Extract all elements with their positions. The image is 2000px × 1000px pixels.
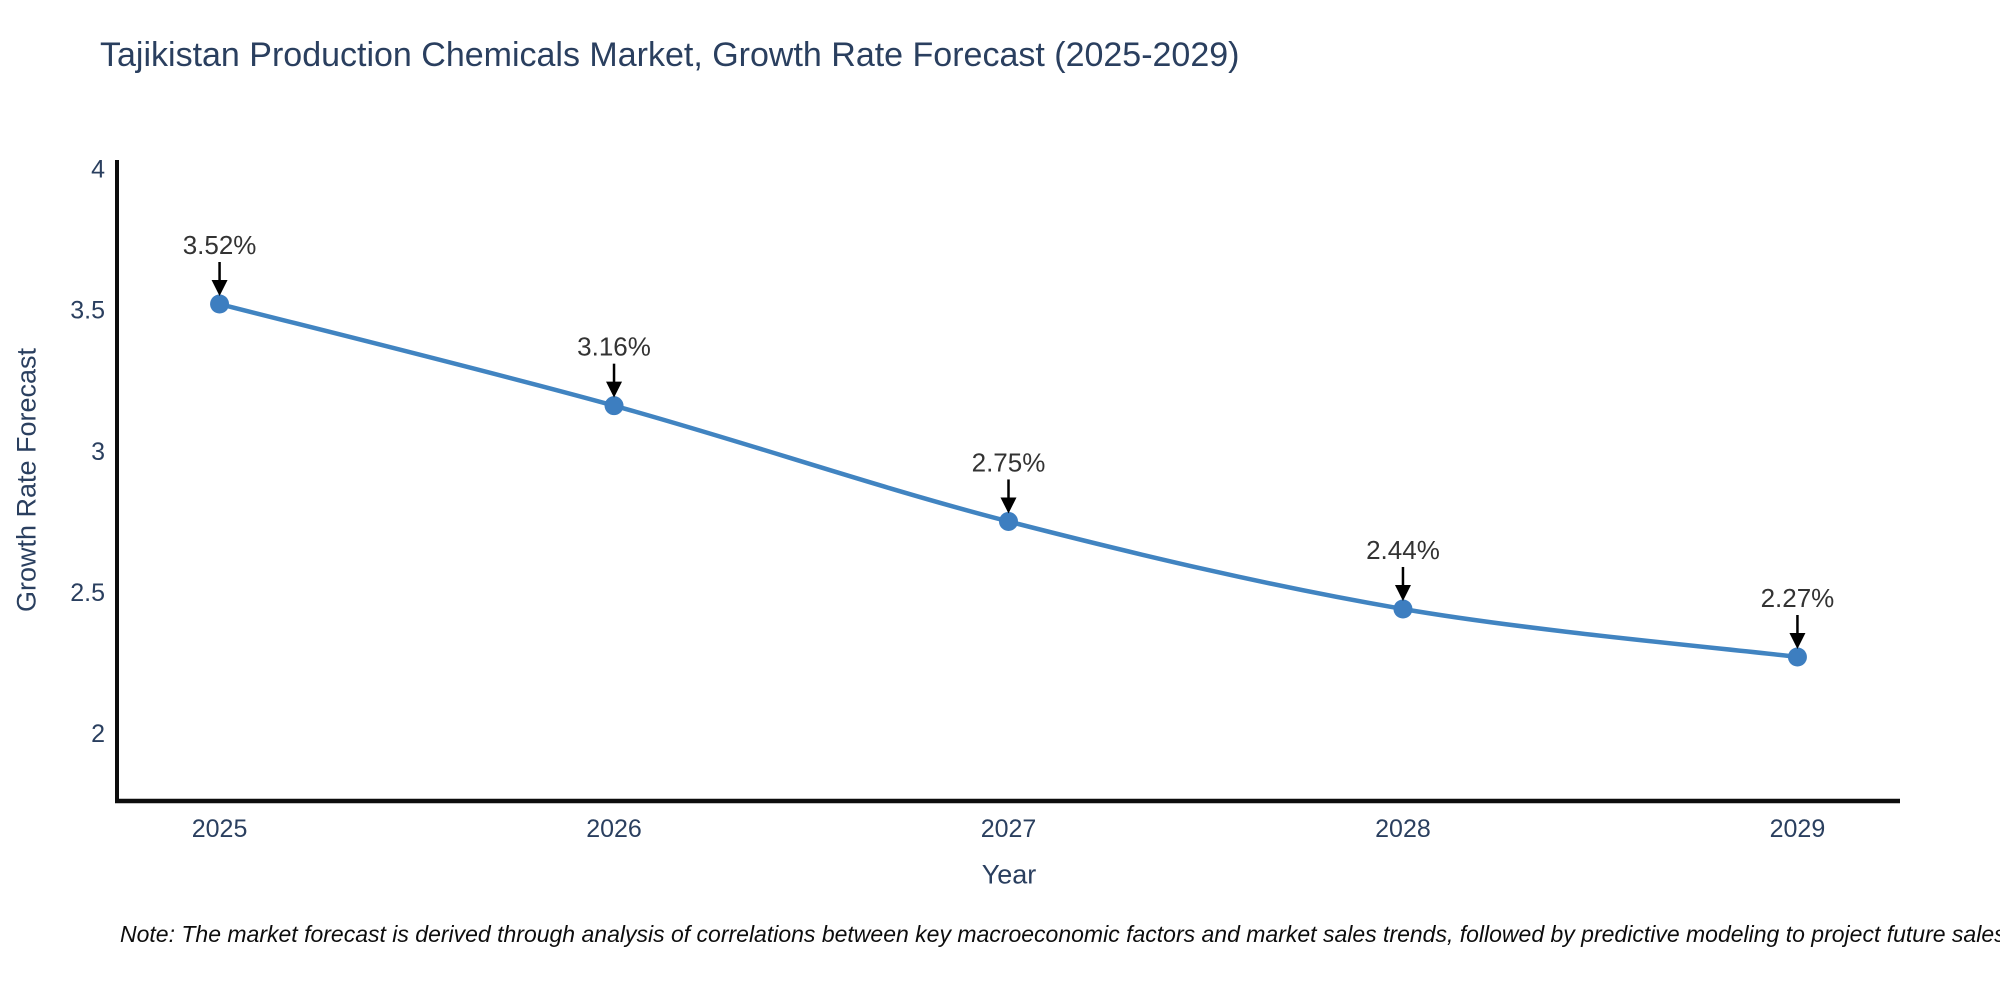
annotation-arrowhead-icon — [1789, 632, 1806, 649]
annotation-arrowhead-icon — [1394, 584, 1411, 601]
x-axis-title: Year — [981, 859, 1037, 890]
y-axis-title: Growth Rate Forecast — [11, 347, 42, 613]
x-tick-label: 2027 — [981, 815, 1037, 843]
y-tick-label: 2.5 — [70, 579, 105, 607]
data-point-marker — [210, 294, 230, 314]
footnote: Note: The market forecast is derived thr… — [120, 921, 2000, 947]
data-point-marker — [1393, 599, 1413, 619]
annotation-arrowhead-icon — [1000, 497, 1017, 514]
x-tick-label: 2026 — [586, 815, 642, 843]
y-tick-label: 4 — [91, 155, 105, 183]
point-annotation-label: 2.44% — [1366, 535, 1440, 565]
x-tick-label: 2028 — [1375, 815, 1431, 843]
annotation-arrowhead-icon — [606, 381, 623, 398]
point-annotation-label: 3.16% — [577, 332, 651, 362]
y-tick-label: 3 — [91, 438, 105, 466]
x-tick-label: 2029 — [1770, 815, 1826, 843]
annotation-arrowhead-icon — [211, 280, 228, 297]
y-tick-label: 2 — [91, 720, 105, 748]
data-point-marker — [1787, 647, 1807, 667]
point-annotation-label: 2.27% — [1761, 583, 1835, 613]
point-annotation-label: 3.52% — [183, 230, 257, 260]
data-point-marker — [604, 396, 624, 416]
y-tick-label: 3.5 — [70, 297, 105, 325]
data-point-marker — [999, 511, 1018, 531]
x-tick-label: 2025 — [192, 815, 248, 843]
chart-title: Tajikistan Production Chemicals Market, … — [100, 36, 1240, 74]
point-annotation-label: 2.75% — [972, 447, 1046, 477]
